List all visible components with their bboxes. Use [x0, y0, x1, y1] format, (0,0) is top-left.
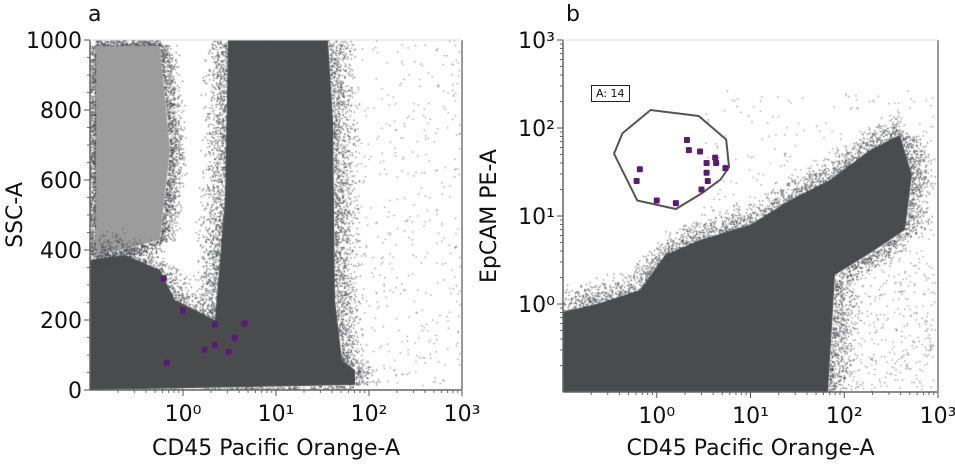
gate-label: A: 14 [591, 85, 630, 102]
panel-a-y-tick-label: 800 [40, 99, 82, 124]
panel-b-highlighted-point [703, 169, 710, 176]
panel-b-highlighted-point [712, 154, 719, 161]
panel-b-highlighted-point [672, 200, 679, 207]
panel-label-b: b [566, 2, 580, 27]
panel-a-highlighted-point [163, 359, 170, 366]
panel-a-highlighted-point [160, 275, 167, 282]
panel-b-x-axis-title: CD45 Pacific Orange-A [627, 436, 875, 461]
panel-b-y-axis-title: EpCAM PE-A [477, 149, 502, 283]
panel-b-x-tick-label: 10⁰ [638, 404, 675, 429]
panel-b-highlighted-point [722, 165, 729, 172]
panel-a-highlighted-point [225, 348, 232, 355]
panel-label-a: a [88, 2, 102, 27]
panel-a-y-tick-label: 1000 [26, 29, 82, 54]
panel-a-highlighted-point [211, 341, 218, 348]
panel-a-highlighted-point [211, 321, 218, 328]
panel-b-highlighted-point [704, 177, 711, 184]
panel-b-highlighted-point [683, 137, 690, 144]
panel-b-y-tick-label: 10⁰ [518, 293, 555, 318]
panel-a-y-tick-label: 600 [40, 169, 82, 194]
panel-a-y-tick-label: 200 [40, 309, 82, 334]
panel-b-highlighted-point [697, 148, 704, 155]
panel-b-highlighted-point [698, 186, 705, 193]
panel-b-y-tick-label: 10² [518, 117, 555, 142]
panel-a-highlighted-point [241, 320, 248, 327]
panel-b-x-tick-label: 10³ [920, 404, 955, 429]
panel-b-highlighted-point [703, 160, 710, 167]
panel-a-x-tick-label: 10⁰ [165, 402, 202, 427]
panel-b-highlighted-point [713, 160, 720, 167]
panel-a-x-tick-label: 10¹ [258, 402, 295, 427]
panel-a-highlighted-point [231, 334, 238, 341]
panel-a-highlighted-point [201, 346, 208, 353]
panel-a-x-tick-label: 10³ [444, 402, 481, 427]
panel-b-y-tick-label: 10¹ [518, 205, 555, 230]
panel-b-highlighted-point [636, 166, 643, 173]
panel-b-y-tick-label: 10³ [518, 29, 555, 54]
panel-a-x-axis-title: CD45 Pacific Orange-A [152, 436, 400, 461]
panel-a-y-axis-title: SSC-A [3, 182, 28, 248]
panel-b-gate-polygon [612, 108, 731, 211]
panel-b-x-tick-label: 10¹ [732, 404, 769, 429]
panel-a-highlighted-point [180, 307, 186, 314]
panel-b-highlighted-point [685, 147, 692, 154]
panel-a-y-tick-label: 0 [68, 379, 82, 404]
panel-b-highlighted-point [653, 197, 660, 204]
panel-b-highlighted-point [633, 177, 640, 184]
panel-a-y-tick-label: 400 [40, 239, 82, 264]
panel-b-x-tick-label: 10² [826, 404, 863, 429]
panel-a-x-tick-label: 10² [351, 402, 388, 427]
